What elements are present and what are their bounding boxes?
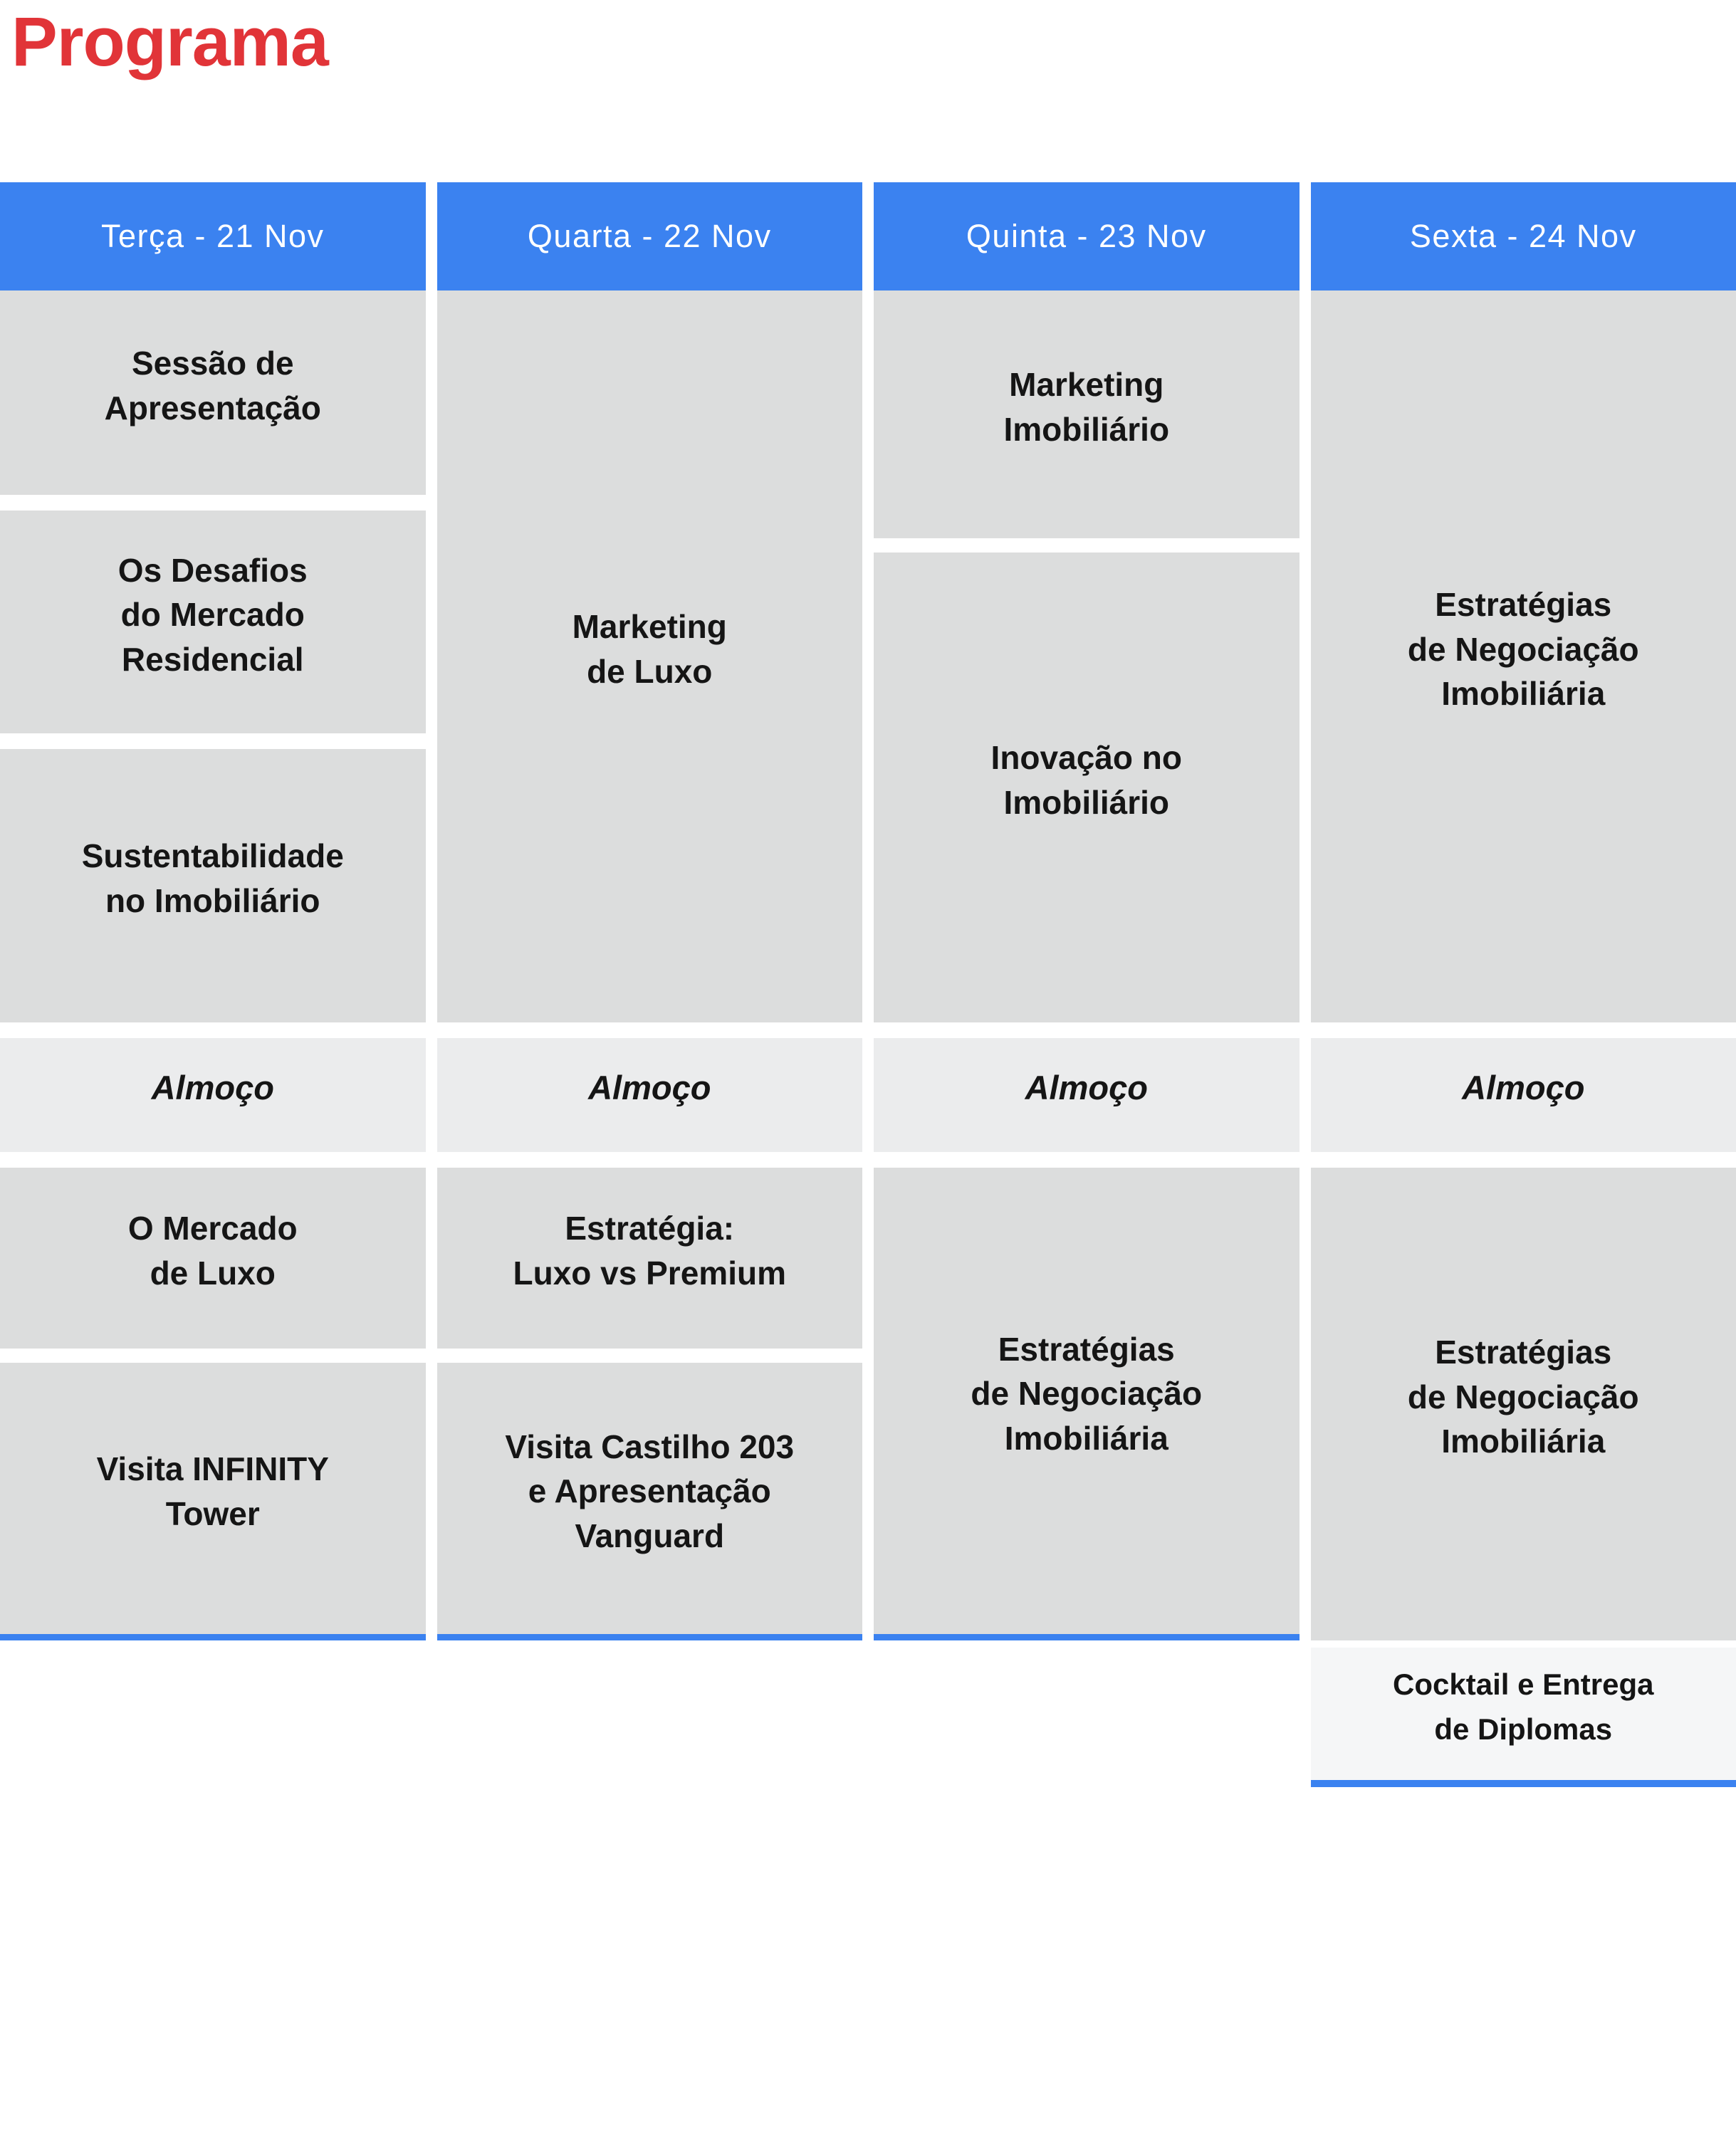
event-estrategias-negociacao-friday-morning: Estratégias de Negociação Imobiliária (1310, 290, 1736, 1022)
schedule-table: Terça - 21 Nov Sessão de Apresentação Os… (0, 182, 1736, 1787)
day-column-tuesday: Terça - 21 Nov Sessão de Apresentação Os… (0, 182, 426, 1787)
day-header-tuesday: Terça - 21 Nov (0, 182, 426, 290)
day-column-friday: Sexta - 24 Nov Estratégias de Negociação… (1310, 182, 1736, 1787)
event-marketing-de-luxo: Marketing de Luxo (436, 290, 862, 1022)
event-cocktail-entrega-diplomas: Cocktail e Entrega de Diplomas (1310, 1648, 1736, 1787)
event-visita-infinity-tower: Visita INFINITY Tower (0, 1363, 426, 1640)
event-sustentabilidade-no-imobiliario: Sustentabilidade no Imobiliário (0, 749, 426, 1022)
event-os-desafios-do-mercado-residencial: Os Desafios do Mercado Residencial (0, 511, 426, 733)
event-marketing-imobiliario: Marketing Imobiliário (874, 290, 1300, 538)
event-inovacao-no-imobiliario: Inovação no Imobiliário (874, 553, 1300, 1022)
event-estrategias-negociacao-thursday: Estratégias de Negociação Imobiliária (874, 1168, 1300, 1640)
lunch-cell-thursday: Almoço (874, 1038, 1300, 1152)
page-title: Programa (11, 3, 329, 80)
day-column-wednesday: Quarta - 22 Nov Marketing de Luxo Almoço… (436, 182, 862, 1787)
day-column-thursday: Quinta - 23 Nov Marketing Imobiliário In… (874, 182, 1300, 1787)
event-sessao-de-apresentacao: Sessão de Apresentação (0, 290, 426, 495)
lunch-cell-friday: Almoço (1310, 1038, 1736, 1152)
event-o-mercado-de-luxo: O Mercado de Luxo (0, 1168, 426, 1349)
day-header-wednesday: Quarta - 22 Nov (436, 182, 862, 290)
lunch-cell-wednesday: Almoço (436, 1038, 862, 1152)
day-header-thursday: Quinta - 23 Nov (874, 182, 1300, 290)
day-header-friday: Sexta - 24 Nov (1310, 182, 1736, 290)
lunch-cell-tuesday: Almoço (0, 1038, 426, 1152)
event-estrategia-luxo-vs-premium: Estratégia: Luxo vs Premium (436, 1168, 862, 1349)
event-estrategias-negociacao-friday-afternoon: Estratégias de Negociação Imobiliária (1310, 1168, 1736, 1640)
event-visita-castilho-203: Visita Castilho 203 e Apresentação Vangu… (436, 1363, 862, 1640)
